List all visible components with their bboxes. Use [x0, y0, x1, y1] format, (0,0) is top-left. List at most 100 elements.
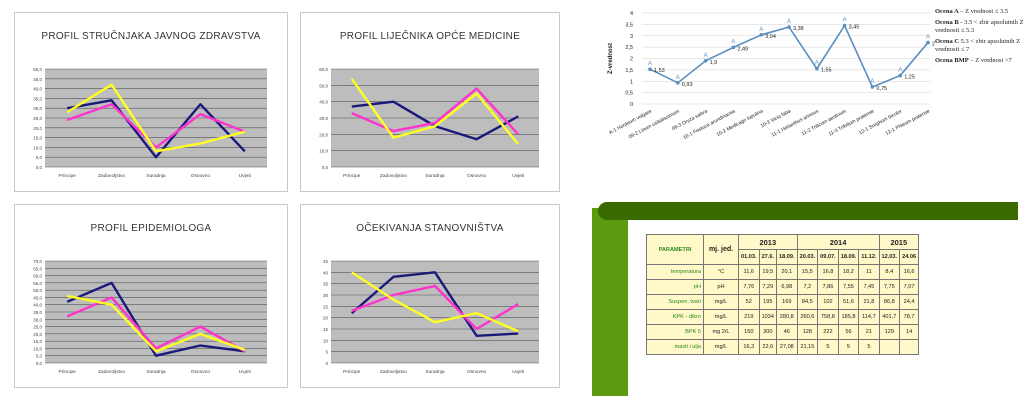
y-tick-label: 10,0 — [33, 145, 42, 150]
value-cell: 102 — [817, 294, 839, 310]
x-tick-label: Suradnja — [425, 173, 445, 179]
value-cell: 21,15 — [796, 339, 819, 355]
chart-title: PROFIL LIJEČNIKA OPĆE MEDICINE — [339, 31, 521, 42]
value-cell: 11,6 — [738, 264, 760, 280]
line-chart-1: 50,0 45,0 40,0 35,0 30,0 25,0 20,0 15,0 10,0 5,0 0… — [33, 67, 267, 179]
param-cell: KPK - dikro — [646, 309, 704, 325]
date-header: 01.03. — [738, 249, 760, 265]
unit-cell: pH — [703, 279, 739, 295]
data-point — [870, 85, 875, 89]
y-axis-label: Z-vrednost — [608, 43, 614, 74]
y-tick-label: 40,0 — [33, 303, 42, 308]
value-cell: 114,7 — [858, 309, 880, 325]
x-tick-label: Suradnja — [146, 369, 166, 375]
value-cell: 51,6 — [837, 294, 860, 310]
value-cell: 15,5 — [796, 264, 819, 280]
value-cell: 129 — [878, 324, 901, 340]
y-tick-label: 25,0 — [33, 325, 42, 330]
y-tick-label: 55,0 — [33, 281, 42, 286]
value-cell: 19,5 — [758, 264, 778, 280]
table-row: masti i ulja mg/L 16,3 22,6 27,08 21,15 5 5 5 — [646, 339, 920, 355]
x-tick-label: Principe — [59, 173, 77, 179]
value-cell — [878, 339, 901, 355]
data-label: 2,49 — [737, 46, 748, 52]
data-label: 3,45 — [849, 25, 860, 31]
data-point — [703, 58, 708, 63]
unit-cell: mg/L — [703, 294, 739, 310]
z-value-line — [649, 23, 929, 88]
date-header: 27.6. — [758, 249, 778, 265]
y-tick-label: 15,0 — [33, 339, 42, 344]
year-header: 2015 — [878, 234, 920, 250]
x-tick-label: Osnovno — [467, 369, 487, 375]
value-cell: 56 — [837, 324, 860, 340]
y-tick-label: 1 — [630, 79, 633, 85]
z-value-line-chart: 43,532,521,510,50Z-vrednost A1,53A-1 Hord… — [608, 11, 940, 141]
y-tick-label: 45,0 — [33, 295, 42, 300]
date-header: 11.12. — [858, 249, 880, 265]
line-chart-3: 70,0 65,0 60,0 55,0 50,0 45,0 40,0 35,0 30,0 25,0… — [33, 259, 267, 375]
x-tick-label: 10-2 Medicago lupulina — [716, 108, 765, 138]
data-label: 0,75 — [876, 86, 887, 92]
x-tick-label: 10-1 Festuca arundinacea — [682, 108, 736, 141]
y-tick-label: 35,0 — [33, 96, 42, 101]
unit-cell: mg/L — [703, 309, 739, 325]
grade-legend: Ocena A – Z vrednost ≤ 3.5 Ocena B - 3.5… — [935, 8, 1024, 68]
value-cell: 84,5 — [796, 294, 819, 310]
x-tick-label: Zadovoljstvo — [380, 173, 407, 179]
legend-entry-a: Ocena A – Z vrednost ≤ 3.5 — [935, 8, 1009, 15]
value-cell: 5 — [858, 339, 880, 355]
y-tick-label: 30 — [323, 293, 329, 298]
value-cell: 11 — [858, 264, 880, 280]
y-tick-label: 2 — [630, 57, 633, 63]
point-grade-marker: A — [759, 27, 763, 33]
x-tick-label: Uvjeti — [239, 173, 251, 179]
x-tick-label: Uvjeti — [512, 369, 524, 375]
data-label: 1,53 — [654, 68, 665, 74]
data-point — [842, 23, 847, 28]
date-header: 24.06 — [899, 249, 920, 265]
y-tick-label: 60,0 — [319, 67, 328, 72]
data-point — [787, 25, 791, 29]
point-grade-marker: A — [843, 18, 847, 24]
value-cell: 7,75 — [878, 279, 901, 295]
chart-title: PROFIL STRUČNJAKA JAVNOG ZDRAVSTVA — [41, 31, 261, 42]
value-cell: 222 — [817, 324, 839, 340]
value-cell: 14 — [899, 324, 920, 340]
data-point — [731, 45, 736, 50]
year-header: 2013 — [738, 234, 798, 250]
y-tick-label: 35 — [323, 282, 329, 287]
y-tick-label: 40 — [323, 270, 329, 275]
y-tick-label: 0,0 — [36, 165, 43, 170]
y-tick-label: 35,0 — [33, 310, 42, 315]
series-line-1 — [66, 281, 245, 357]
data-point — [926, 40, 930, 45]
x-tick-label: Zadovoljstvo — [380, 369, 407, 375]
point-grade-marker: A — [704, 53, 708, 59]
value-cell: 16,6 — [899, 264, 920, 280]
green-header-bar — [598, 202, 1018, 220]
y-tick-label: 45,0 — [33, 77, 42, 82]
y-tick-label: 10 — [323, 338, 329, 343]
value-cell: 86,8 — [878, 294, 901, 310]
data-point — [648, 67, 652, 71]
y-tick-label: 2,5 — [625, 45, 633, 51]
param-cell: BPK 5 — [646, 324, 704, 340]
year-header: 2014 — [796, 234, 880, 250]
unit-cell: mg/L — [703, 339, 739, 355]
value-cell: 78,7 — [899, 309, 920, 325]
chart-title: PROFIL EPIDEMIOLOGA — [90, 223, 212, 234]
chart-panel-1: PROFIL STRUČNJAKA JAVNOG ZDRAVSTVA 50,0 4… — [14, 12, 288, 192]
x-tick-label: 11-1 Helianthus annuus — [771, 108, 821, 138]
y-tick-label: 3,5 — [625, 22, 633, 28]
legend-entry-c: Ocena C 5.3 < zbir apsolutnih Z vrednost… — [935, 38, 1021, 53]
y-tick-label: 25 — [323, 304, 329, 309]
value-cell: 52 — [738, 294, 760, 310]
point-grade-marker: A — [648, 61, 652, 67]
value-cell: 7,76 — [738, 279, 760, 295]
y-tick-label: 20 — [323, 316, 329, 321]
value-cell: 169 — [776, 294, 798, 310]
white-side-strip — [628, 218, 638, 396]
y-tick-label: 0 — [630, 102, 633, 108]
y-tick-label: 45 — [323, 259, 329, 264]
